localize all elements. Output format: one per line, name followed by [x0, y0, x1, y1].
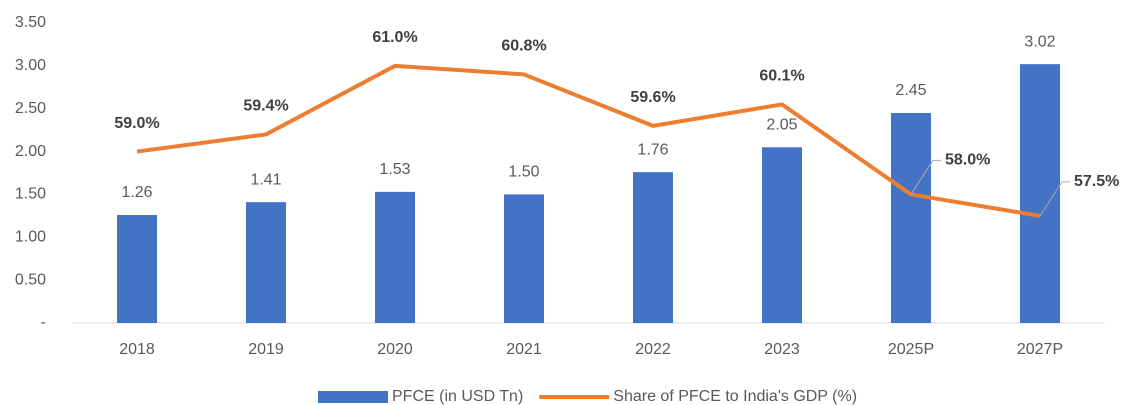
legend-label: PFCE (in USD Tn)	[392, 388, 523, 405]
bar-value-label: 3.02	[1024, 33, 1055, 50]
y-tick-label: 0.50	[15, 271, 46, 288]
line-value-label: 57.5%	[1074, 173, 1119, 190]
bar-value-label: 1.53	[379, 161, 410, 178]
x-tick-label: 2023	[764, 341, 800, 358]
y-tick-label: 3.00	[15, 57, 46, 74]
bar-value-label: 2.45	[895, 82, 926, 99]
bar	[246, 202, 286, 323]
line-value-label: 58.0%	[945, 152, 990, 169]
x-tick-label: 2021	[506, 341, 542, 358]
bar	[1020, 64, 1060, 324]
x-tick-label: 2019	[248, 341, 284, 358]
leader-line	[910, 159, 941, 195]
bar	[891, 113, 931, 323]
y-tick-label: -	[41, 314, 46, 331]
bar	[633, 172, 673, 323]
bar-value-label: 1.50	[508, 164, 539, 181]
x-tick-label: 2025P	[888, 341, 934, 358]
leader-line	[1039, 181, 1070, 217]
bar	[762, 147, 802, 323]
y-tick-label: 2.50	[15, 100, 46, 117]
line-value-label: 59.0%	[114, 115, 159, 132]
bar-value-label: 1.41	[250, 171, 281, 188]
line	[136, 63, 1041, 218]
line-value-label: 60.8%	[501, 38, 546, 55]
legend-swatch	[318, 391, 388, 403]
bar-value-label: 1.76	[637, 141, 668, 158]
bar	[375, 191, 415, 323]
x-tick-label: 2020	[377, 341, 413, 358]
y-tick-label: 3.50	[15, 14, 46, 31]
legend-label: Share of PFCE to India's GDP (%)	[613, 388, 857, 405]
bar-value-label: 1.26	[121, 184, 152, 201]
line-value-label: 59.6%	[630, 89, 675, 106]
line-value-label: 59.4%	[243, 98, 288, 115]
line-value-label: 61.0%	[372, 29, 417, 46]
x-tick-label: 2022	[635, 341, 671, 358]
line-value-label: 60.1%	[759, 68, 804, 85]
bar-value-label: 2.05	[766, 117, 797, 134]
y-tick-label: 2.00	[15, 143, 46, 160]
bar	[117, 215, 157, 323]
x-tick-label: 2027P	[1017, 341, 1063, 358]
y-tick-label: 1.50	[15, 186, 46, 203]
bar	[504, 194, 544, 323]
y-tick-label: 1.00	[15, 229, 46, 246]
x-tick-label: 2018	[119, 341, 155, 358]
